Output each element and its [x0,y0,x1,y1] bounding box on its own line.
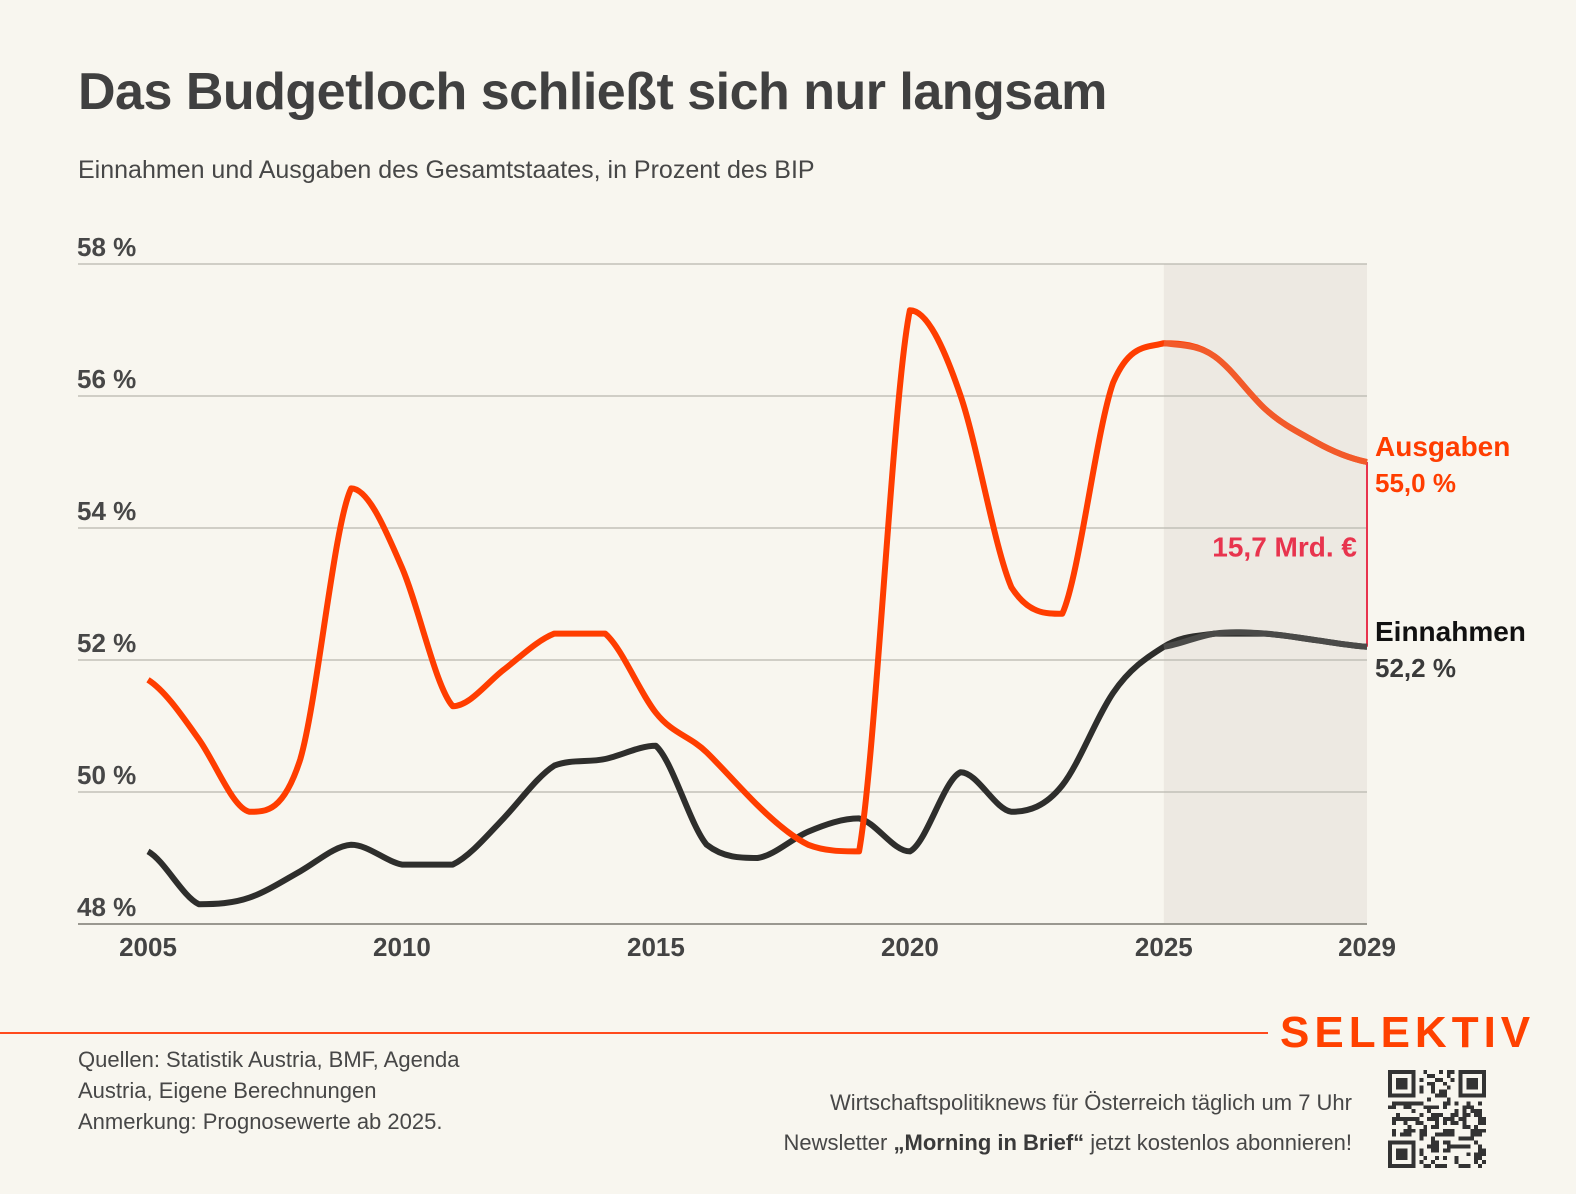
y-axis-labels: 48 % 50 % 52 % 54 % 56 % 58 % [77,232,136,922]
x-tick-label: 2020 [881,932,939,962]
y-tick-label: 50 % [77,760,136,790]
qr-code-icon[interactable] [1388,1070,1486,1168]
newsletter-name[interactable]: „Morning in Brief“ [893,1130,1085,1155]
forecast-band [1163,264,1367,924]
sources-line: Austria, Eigene Berechnungen [78,1078,377,1103]
x-tick-label: 2005 [119,932,177,962]
footer-divider [0,1032,1268,1034]
line-chart: 48 % 50 % 52 % 54 % 56 % 58 % 2005 2010 2015 202… [77,232,1526,962]
x-tick-label: 2029 [1338,932,1396,962]
chart-subtitle: Einnahmen und Ausgaben des Gesamtstaates… [78,156,815,184]
brand-logo: SELEKTIV [1280,1008,1536,1057]
series-label-einnahmen: Einnahmen [1375,616,1526,647]
series-end-value-einnahmen: 52,2 % [1375,653,1456,683]
series-label-ausgaben: Ausgaben [1375,431,1510,462]
promo-text: jetzt kostenlos abonnieren! [1084,1130,1352,1155]
y-tick-label: 48 % [77,892,136,922]
series-forecast-ausgaben [1163,340,1368,465]
sources-line: Quellen: Statistik Austria, BMF, Agenda [78,1047,460,1072]
y-tick-label: 58 % [77,232,136,262]
x-tick-label: 2015 [627,932,685,962]
y-tick-label: 52 % [77,628,136,658]
promo-text: Newsletter [783,1130,894,1155]
series-line-ausgaben [146,307,1368,855]
chart-title: Das Budgetloch schließt sich nur langsam [78,63,1107,121]
gap-annotation-label: 15,7 Mrd. € [1212,531,1357,562]
y-tick-label: 54 % [77,496,136,526]
series-forecast-einnahmen [1163,629,1368,650]
promo-line-1: Wirtschaftspolitiknews für Österreich tä… [829,1090,1352,1115]
x-tick-label: 2010 [373,932,431,962]
x-axis-labels: 2005 2010 2015 2020 2025 2029 [119,932,1396,962]
note-line: Anmerkung: Prognosewerte ab 2025. [78,1109,443,1134]
y-tick-label: 56 % [77,364,136,394]
series-end-value-ausgaben: 55,0 % [1375,468,1456,498]
x-tick-label: 2025 [1135,932,1193,962]
newsletter-promo: Wirtschaftspolitiknews für Österreich tä… [783,1083,1352,1163]
gridlines [78,263,1367,925]
promo-line-2[interactable]: Newsletter „Morning in Brief“ jetzt kost… [783,1123,1352,1163]
sources-note: Quellen: Statistik Austria, BMF, Agenda … [78,1044,598,1137]
series-line-einnahmen [146,630,1368,908]
